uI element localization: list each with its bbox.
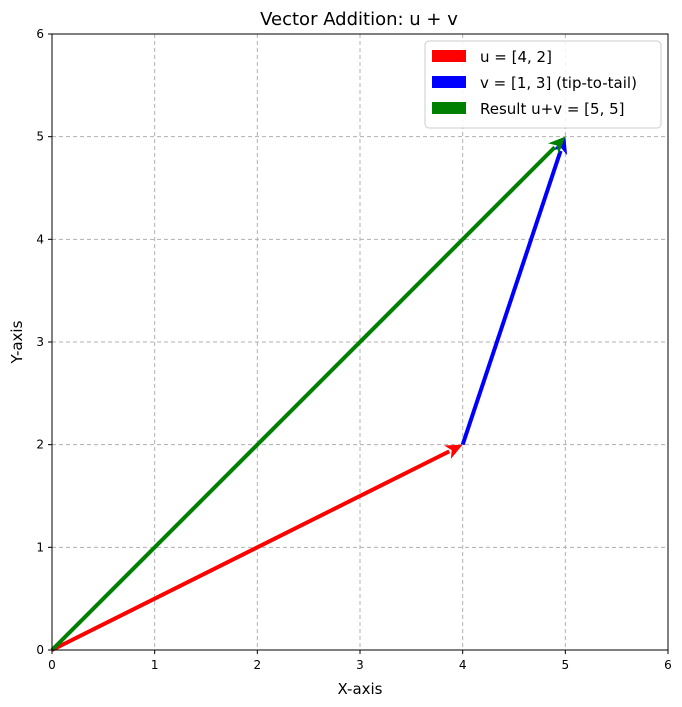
vector-1 bbox=[460, 136, 568, 446]
legend-swatch bbox=[432, 50, 466, 62]
y-tick-label: 2 bbox=[36, 438, 44, 452]
x-tick-label: 1 bbox=[151, 658, 159, 672]
vector-arrowhead bbox=[548, 136, 566, 154]
x-tick-label: 6 bbox=[664, 658, 672, 672]
y-tick-label: 6 bbox=[36, 27, 44, 41]
x-axis-label: X-axis bbox=[338, 680, 383, 698]
y-axis-label: Y-axis bbox=[8, 320, 26, 364]
vector-2 bbox=[50, 136, 566, 652]
y-tick-label: 5 bbox=[36, 130, 44, 144]
legend-label: u = [4, 2] bbox=[480, 48, 552, 66]
y-tick-label: 4 bbox=[36, 232, 44, 246]
legend-swatch bbox=[432, 76, 466, 88]
vector-shaft bbox=[50, 145, 557, 652]
vector-0 bbox=[51, 444, 463, 652]
legend-swatch bbox=[432, 102, 466, 114]
x-tick-label: 2 bbox=[254, 658, 262, 672]
y-tick-label: 1 bbox=[36, 540, 44, 554]
vectors bbox=[50, 136, 568, 652]
y-tick-label: 3 bbox=[36, 335, 44, 349]
vector-shaft bbox=[460, 150, 563, 446]
x-tick-label: 3 bbox=[356, 658, 364, 672]
legend: u = [4, 2] v = [1, 3] (tip-to-tail) Result… bbox=[424, 40, 662, 129]
x-tick-label: 5 bbox=[562, 658, 570, 672]
vector-shaft bbox=[51, 449, 451, 652]
x-tick-label: 4 bbox=[459, 658, 467, 672]
x-tick-label: 0 bbox=[48, 658, 56, 672]
legend-label: Result u+v = [5, 5] bbox=[480, 100, 625, 118]
chart-title: Vector Addition: u + v bbox=[260, 9, 458, 30]
vector-arrowhead bbox=[444, 444, 463, 459]
legend-box bbox=[424, 40, 662, 129]
y-tick-label: 0 bbox=[36, 643, 44, 657]
ticks: 0 1 2 3 4 5 6 0 1 2 3 4 5 6 bbox=[36, 27, 671, 672]
legend-label: v = [1, 3] (tip-to-tail) bbox=[480, 74, 637, 92]
